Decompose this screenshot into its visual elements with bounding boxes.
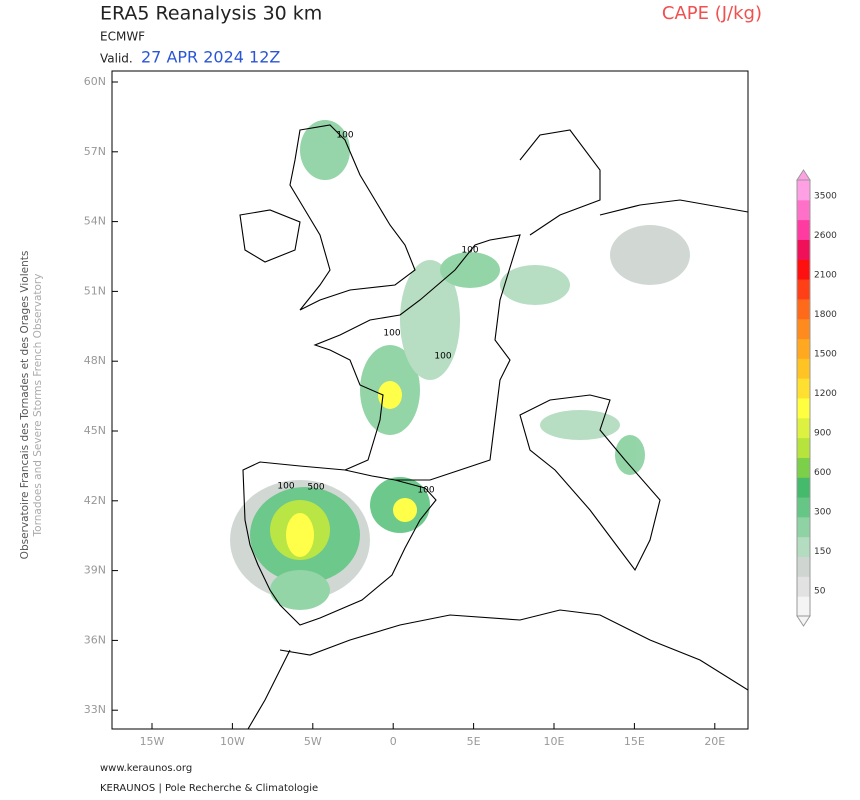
- coastlines: [239, 124, 748, 729]
- colorbar-segment: [797, 497, 810, 518]
- lat-label: 48N: [84, 354, 106, 367]
- colorbar-cap: [796, 615, 811, 627]
- lat-label: 33N: [84, 703, 106, 716]
- colorbar-segment: [797, 457, 810, 478]
- variable: CAPE (J/kg): [662, 3, 762, 24]
- colorbar-label: 3500: [814, 192, 837, 202]
- lat-label: 36N: [84, 633, 106, 646]
- contour-label: 100: [461, 246, 478, 256]
- map-frame: [111, 70, 749, 730]
- lon-label: 15W: [140, 735, 165, 748]
- colorbar-label: 50: [814, 587, 826, 597]
- colorbar-label: 1500: [814, 350, 837, 360]
- colorbar-segment: [797, 556, 810, 577]
- colorbar-segment: [797, 536, 810, 558]
- colorbar-segment: [797, 398, 810, 419]
- lon-label: 15E: [624, 735, 645, 748]
- colorbar-segment: [797, 298, 810, 320]
- footer-url: www.keraunos.org: [100, 763, 192, 774]
- contour-label: 100: [434, 352, 451, 362]
- colorbar-cap: [796, 169, 811, 181]
- colorbar-segment: [797, 417, 810, 439]
- contour-label: 100: [277, 482, 294, 492]
- colorbar-segment: [797, 378, 810, 399]
- colorbar-segment: [797, 477, 810, 498]
- lon-label: 20E: [704, 735, 725, 748]
- colorbar-segment: [797, 239, 810, 260]
- colorbar-label: 150: [814, 547, 831, 557]
- title: ERA5 Reanalysis 30 km: [100, 3, 322, 25]
- lat-label: 60N: [84, 75, 106, 88]
- valid-label: Valid.: [100, 52, 133, 66]
- side-text-en: Tornadoes and Severe Storms French Obser…: [32, 274, 44, 538]
- lat-label: 45N: [84, 424, 106, 437]
- colorbar-segment: [797, 338, 810, 359]
- colorbar-segment: [797, 596, 810, 617]
- colorbar-segment: [797, 219, 810, 240]
- contour-label: 100: [417, 486, 434, 496]
- colorbar-segment: [797, 358, 810, 379]
- lat-label: 42N: [84, 494, 106, 507]
- colorbar-segment: [797, 576, 810, 597]
- colorbar-label: 900: [814, 429, 831, 439]
- contour-label: 100: [383, 329, 400, 339]
- side-text-fr: Observatoire Francais des Tornades et de…: [19, 251, 31, 560]
- lat-label: 51N: [84, 284, 106, 297]
- colorbar-label: 2600: [814, 231, 837, 241]
- colorbar-label: 600: [814, 468, 831, 478]
- colorbar-frame: [796, 179, 811, 617]
- colorbar-label: 1200: [814, 389, 837, 399]
- valid-date: 27 APR 2024 12Z: [141, 48, 280, 67]
- contour-label: 500: [307, 483, 324, 493]
- lon-label: 0: [390, 735, 397, 748]
- colorbar-label: 2100: [814, 271, 837, 281]
- colorbar-segment: [797, 318, 810, 340]
- colorbar-segment: [797, 180, 810, 201]
- colorbar-segment: [797, 279, 810, 300]
- lon-label: 5W: [304, 735, 322, 748]
- cape-field: [230, 120, 690, 610]
- colorbar-segment: [797, 199, 810, 221]
- colorbar-segment: [797, 516, 810, 538]
- colorbar-label: 1800: [814, 310, 837, 320]
- lon-label: 10W: [220, 735, 245, 748]
- colorbar-label: 300: [814, 508, 831, 518]
- source: ECMWF: [100, 30, 145, 44]
- lon-label: 5E: [467, 735, 481, 748]
- lat-label: 54N: [84, 215, 106, 228]
- colorbar-segment: [797, 437, 810, 458]
- colorbar-segment: [797, 259, 810, 280]
- lon-label: 10E: [544, 735, 565, 748]
- lat-label: 57N: [84, 145, 106, 158]
- footer-org: KERAUNOS | Pole Recherche & Climatologie: [100, 783, 318, 794]
- lat-label: 39N: [84, 564, 106, 577]
- map: 100 100 100 100 100 500 100: [111, 70, 749, 730]
- contour-label: 100: [336, 131, 353, 141]
